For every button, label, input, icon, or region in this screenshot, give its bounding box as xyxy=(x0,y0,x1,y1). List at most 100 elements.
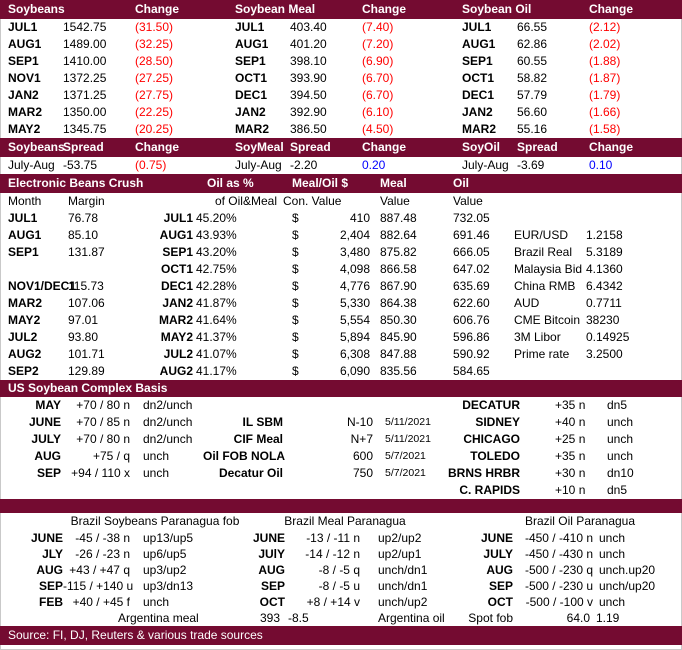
price: 58.82 xyxy=(517,71,548,85)
crush-month: SEP2 xyxy=(8,364,39,378)
dollar-sign: $ xyxy=(292,296,299,310)
price: 1350.00 xyxy=(63,105,107,119)
crush-margin: 93.80 xyxy=(68,330,99,344)
fx-value: 38230 xyxy=(586,313,620,327)
change-header: Change xyxy=(135,140,180,154)
basis-value: +70 / 85 n xyxy=(76,415,130,429)
brazil-month: SEP xyxy=(38,579,63,593)
brazil-month: FEB xyxy=(39,595,63,609)
con-value: 3,480 xyxy=(339,245,370,259)
argentina-oil-label: Argentina oil xyxy=(378,611,445,625)
location-label: CHICAGO xyxy=(463,432,520,446)
brazil-row: SEP -500 / -230 u unch/up20 xyxy=(460,578,682,594)
spacer xyxy=(290,0,362,19)
spread-board-soyoil: SoyOil Spread Change July-Aug -3.69 0.10 xyxy=(454,138,682,174)
spacer xyxy=(517,0,589,19)
oil-value: 666.05 xyxy=(453,245,490,259)
brazil-month: JUNE xyxy=(480,531,513,545)
crush-margin: 129.89 xyxy=(68,364,105,378)
of-oilmeal-subheader: of Oil&Meal xyxy=(214,194,277,208)
spread-row: July-Aug -2.20 0.20 xyxy=(227,157,454,174)
futures-board-soybeans: Soybeans Change JUL1 1542.75 (31.50) AUG… xyxy=(0,0,227,138)
meal-value: 875.82 xyxy=(380,245,417,259)
brazil-basis: -500 / -100 v xyxy=(525,595,593,609)
brazil-month: OCT xyxy=(487,595,513,609)
futures-row: NOV1 1372.25 (27.25) xyxy=(0,70,227,87)
basis-month: AUG xyxy=(34,449,61,463)
price-change: (1.66) xyxy=(589,105,621,119)
crush-row: NOV1/DEC1 115.73 DEC1 42.28% $ 4,776 867… xyxy=(0,278,682,295)
crush-month: JUL2 xyxy=(8,330,38,344)
basis-row: AUG +75 / q unch Oil FOB NOLA 600 5/7/20… xyxy=(0,448,682,465)
contract-month: MAR2 xyxy=(8,105,43,119)
argentina-meal-label: Argentina meal xyxy=(118,611,199,625)
crush-row: SEP2 129.89 AUG2 41.17% $ 6,090 835.56 5… xyxy=(0,363,682,380)
brazil-row: JLY -26 / -23 n up6/up5 xyxy=(0,546,250,562)
brazil-basis: -500 / -230 q xyxy=(524,563,593,577)
spread-change: 0.10 xyxy=(589,158,613,172)
quote-date: 5/11/2021 xyxy=(385,416,431,428)
price: 401.20 xyxy=(290,37,327,51)
oil-pct-value: 45.20% xyxy=(196,211,237,225)
basis-month: SEP xyxy=(36,466,61,480)
spacer xyxy=(520,465,553,482)
basis-title: US Soybean Complex Basis xyxy=(0,380,682,397)
contract-month: AUG1 xyxy=(8,37,42,51)
product-label xyxy=(203,482,283,499)
board-title: Soybeans xyxy=(8,2,65,16)
spread-value: -2.20 xyxy=(290,158,318,172)
location-change: unch xyxy=(607,432,634,446)
meal-value: 850.30 xyxy=(380,313,417,327)
product-label: Oil FOB NOLA xyxy=(203,449,285,463)
oil-value: 635.69 xyxy=(453,279,490,293)
oil-value: 732.05 xyxy=(453,211,490,225)
brazil-change: unch.up20 xyxy=(599,563,656,577)
brazil-change: up2/up2 xyxy=(378,531,422,545)
crush-month: MAY2 xyxy=(8,313,41,327)
price-change: (7.20) xyxy=(362,37,394,51)
crush-month: MAR2 xyxy=(8,296,43,310)
spread-row: July-Aug -53.75 (0.75) xyxy=(0,157,227,174)
price-change: (1.87) xyxy=(589,71,621,85)
oil-value: 647.02 xyxy=(453,262,490,276)
crush-row: JUL1 76.78 JUL1 45.20% $ 410 887.48 732.… xyxy=(0,210,682,227)
spot-fob-label: Spot fob xyxy=(468,611,513,625)
price-change: (32.25) xyxy=(135,37,174,51)
con-value: 4,776 xyxy=(339,279,370,293)
meal-value: 867.90 xyxy=(380,279,417,293)
price-change: (1.88) xyxy=(589,54,621,68)
location-basis: +40 n xyxy=(555,415,586,429)
futures-row: JAN2 56.60 (1.66) xyxy=(454,104,682,121)
fx-label: AUD xyxy=(514,296,540,310)
futures-row: SEP1 398.10 (6.90) xyxy=(227,53,454,70)
price-change: (1.79) xyxy=(589,88,621,102)
crush-row: MAR2 107.06 JAN2 41.87% $ 5,330 864.38 6… xyxy=(0,295,682,312)
brazil-row: AUG +43 / +47 q up3/up2 xyxy=(0,562,250,578)
location-basis: +10 n xyxy=(555,483,586,497)
pct-month: DEC1 xyxy=(160,279,193,293)
brazil-month: SEP xyxy=(488,579,513,593)
futures-header: Soybean Oil Change xyxy=(454,0,682,19)
pct-month: AUG2 xyxy=(159,364,193,378)
contract-month: JAN2 xyxy=(8,88,39,102)
spread-change: (0.75) xyxy=(135,158,167,172)
brazil-basis: -8 / -5 q xyxy=(318,563,360,577)
location-label: SIDNEY xyxy=(475,415,520,429)
meal-value: 882.64 xyxy=(380,228,417,242)
crush-row: JUL2 93.80 MAY2 41.37% $ 5,894 845.90 59… xyxy=(0,329,682,346)
spacer xyxy=(0,610,118,626)
location-change: dn5 xyxy=(607,483,628,497)
brazil-month: SEP xyxy=(260,579,285,593)
location-basis: +35 n xyxy=(555,398,586,412)
basis-value xyxy=(63,482,130,499)
con-value: 2,404 xyxy=(339,228,370,242)
brazil-month: AUG xyxy=(486,563,513,577)
brazil-basis: -450 / -410 n xyxy=(524,531,593,545)
futures-board-soybean-oil: Soybean Oil Change JUL1 66.55 (2.12) AUG… xyxy=(454,0,682,138)
board-title: SoyOil xyxy=(462,140,501,154)
spacer xyxy=(340,610,378,626)
crush-margin: 97.01 xyxy=(68,313,99,327)
argentina-oil-change: 1.19 xyxy=(596,611,620,625)
spread-month: July-Aug xyxy=(235,158,282,172)
